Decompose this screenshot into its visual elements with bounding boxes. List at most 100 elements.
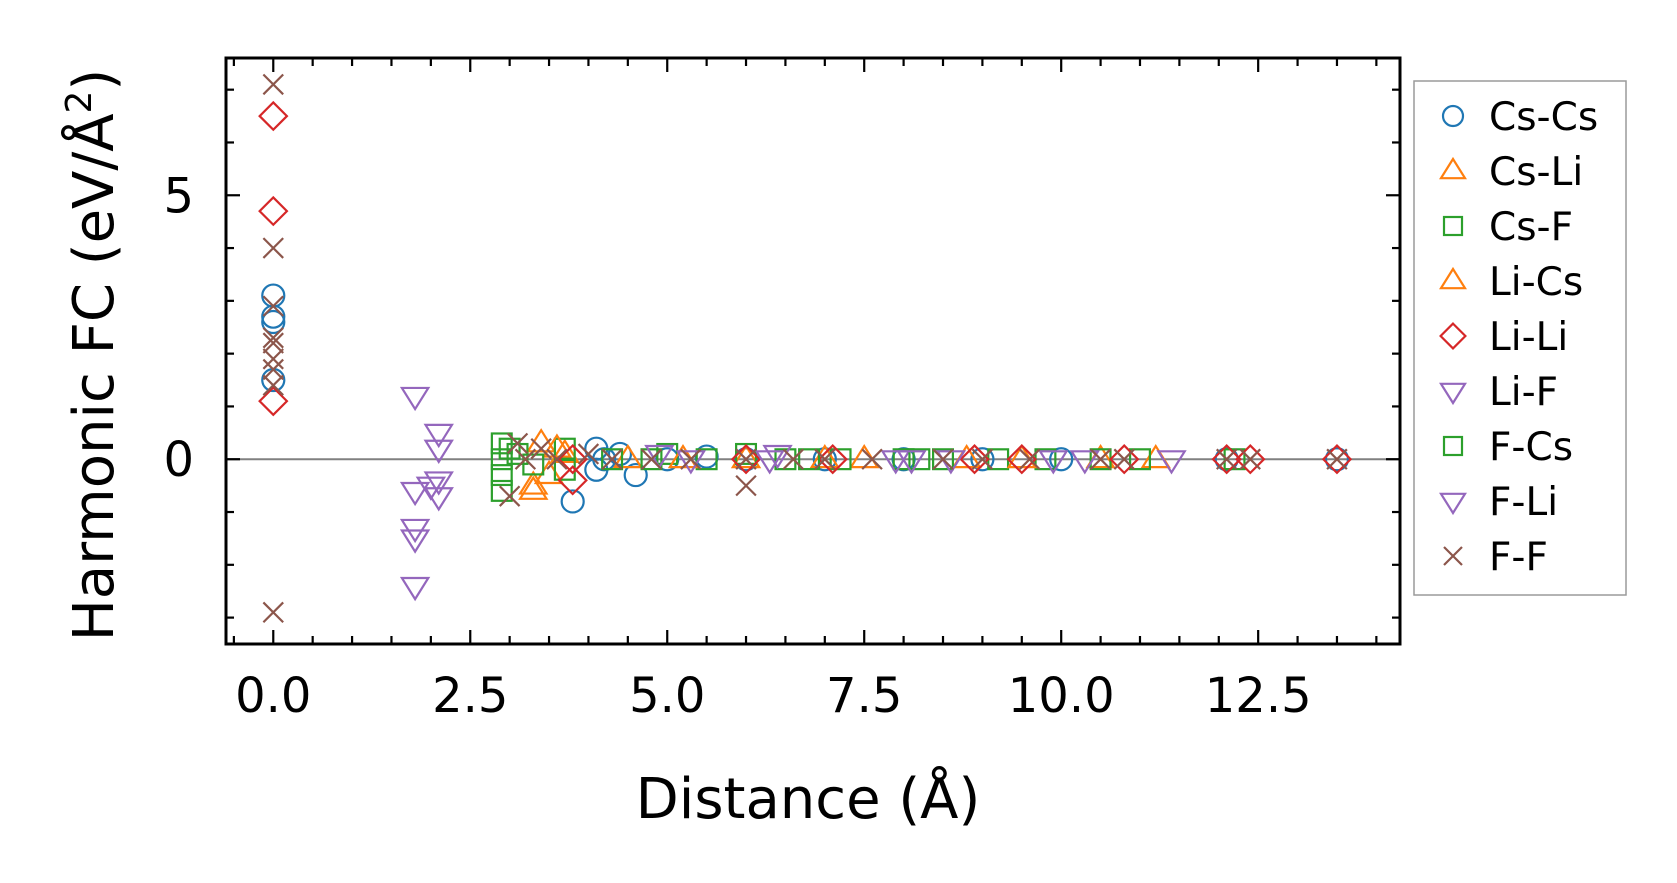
legend-label: Li-Cs [1489,260,1583,305]
data-point [518,475,549,500]
data-point [262,332,284,354]
data-point [735,448,757,470]
legend-entry: Li-F [1439,370,1558,415]
x-tick-label: 2.5 [432,668,508,724]
legend-label: Cs-Li [1489,150,1583,195]
data-point [623,462,648,488]
data-point [892,448,915,471]
data-point [601,448,624,471]
x-axis-label: Distance (Å) [636,766,981,832]
y-tick-label: 0 [163,432,194,488]
data-point [557,444,588,475]
data-point [814,448,836,470]
data-point [415,476,447,501]
data-point [399,576,431,602]
legend-entry: F-Li [1439,480,1558,525]
data-point [423,423,454,449]
data-point [557,465,588,496]
data-point [560,489,585,514]
data-point [262,374,284,396]
data-point [932,448,954,470]
data-point [861,448,883,470]
data-point [798,448,821,471]
data-point [695,448,718,471]
data-point [258,385,289,417]
legend-entry: F-F [1443,535,1548,580]
series-li-li [258,100,1353,496]
legend-marker [1439,156,1467,180]
x-tick-label: 7.5 [826,668,902,724]
data-point [522,453,545,476]
legend-marker [1442,215,1464,237]
data-point [577,443,600,465]
data-point [423,439,454,464]
data-point [530,437,552,460]
x-tick-label: 12.5 [1205,668,1312,724]
data-point [829,448,852,471]
data-point [541,433,573,458]
plot-area [226,73,1400,624]
data-point [680,448,702,470]
legend-marker [1442,435,1464,457]
data-point [735,474,757,497]
legend-entry: Li-Cs [1439,260,1583,305]
data-point [506,432,529,455]
legend-marker [1441,104,1465,128]
legend-label: Cs-Cs [1489,95,1598,140]
legend-entry: Cs-Li [1439,150,1583,195]
data-point [762,444,793,470]
data-point [490,479,513,502]
data-point [970,447,995,472]
data-point [258,100,289,132]
data-point [1113,448,1135,470]
legend: Cs-Cs Cs-Li Cs-F Li-Cs Li-Li Li-F F-Cs F-Li F-F [1413,80,1627,596]
data-point [1069,450,1101,475]
x-tick-label: 0.0 [235,668,311,724]
data-point [498,437,521,460]
data-point [546,448,568,470]
data-point [1049,447,1074,472]
data-point [1235,444,1266,475]
data-point [1321,444,1353,475]
data-point [959,444,990,475]
data-point [817,444,848,475]
data-point [1019,448,1041,470]
data-point [640,448,663,471]
data-point [423,471,454,496]
series-f-f [262,73,1348,624]
data-point [640,448,663,470]
axes: 0.0 2.5 5.0 7.5 10.0 12.5 0 5 [163,56,1402,724]
legend-marker [1443,546,1463,566]
data-point [1211,444,1242,475]
y-axis-label: Harmonic FC (eV/Å2) [59,69,127,642]
legend-label: Cs-F [1489,205,1573,250]
data-point [782,448,804,470]
data-point [880,450,911,475]
data-point [262,601,284,624]
data-point [490,464,513,487]
x-tick-label: 10.0 [1008,668,1115,724]
data-point [262,73,284,96]
legend-marker [1439,382,1467,406]
data-point [1326,448,1348,470]
data-point [262,295,284,317]
data-point [518,470,549,495]
legend-label: Li-Li [1489,315,1568,360]
data-point [399,386,431,412]
legend-entry: Li-Li [1439,315,1568,360]
legend-label: Li-F [1489,370,1558,415]
data-point [601,448,623,470]
data-point [932,448,955,471]
data-point [423,487,454,512]
data-point [1215,448,1238,470]
y-tick-label: 5 [163,168,194,224]
legend-marker [1439,266,1467,290]
data-point [1223,448,1246,471]
data-point [730,443,762,469]
series-f-cs [498,437,931,476]
legend-entry: Cs-Cs [1441,95,1598,140]
data-point [908,448,931,471]
data-point [262,327,284,349]
data-point [1089,448,1112,470]
data-point [549,438,580,463]
